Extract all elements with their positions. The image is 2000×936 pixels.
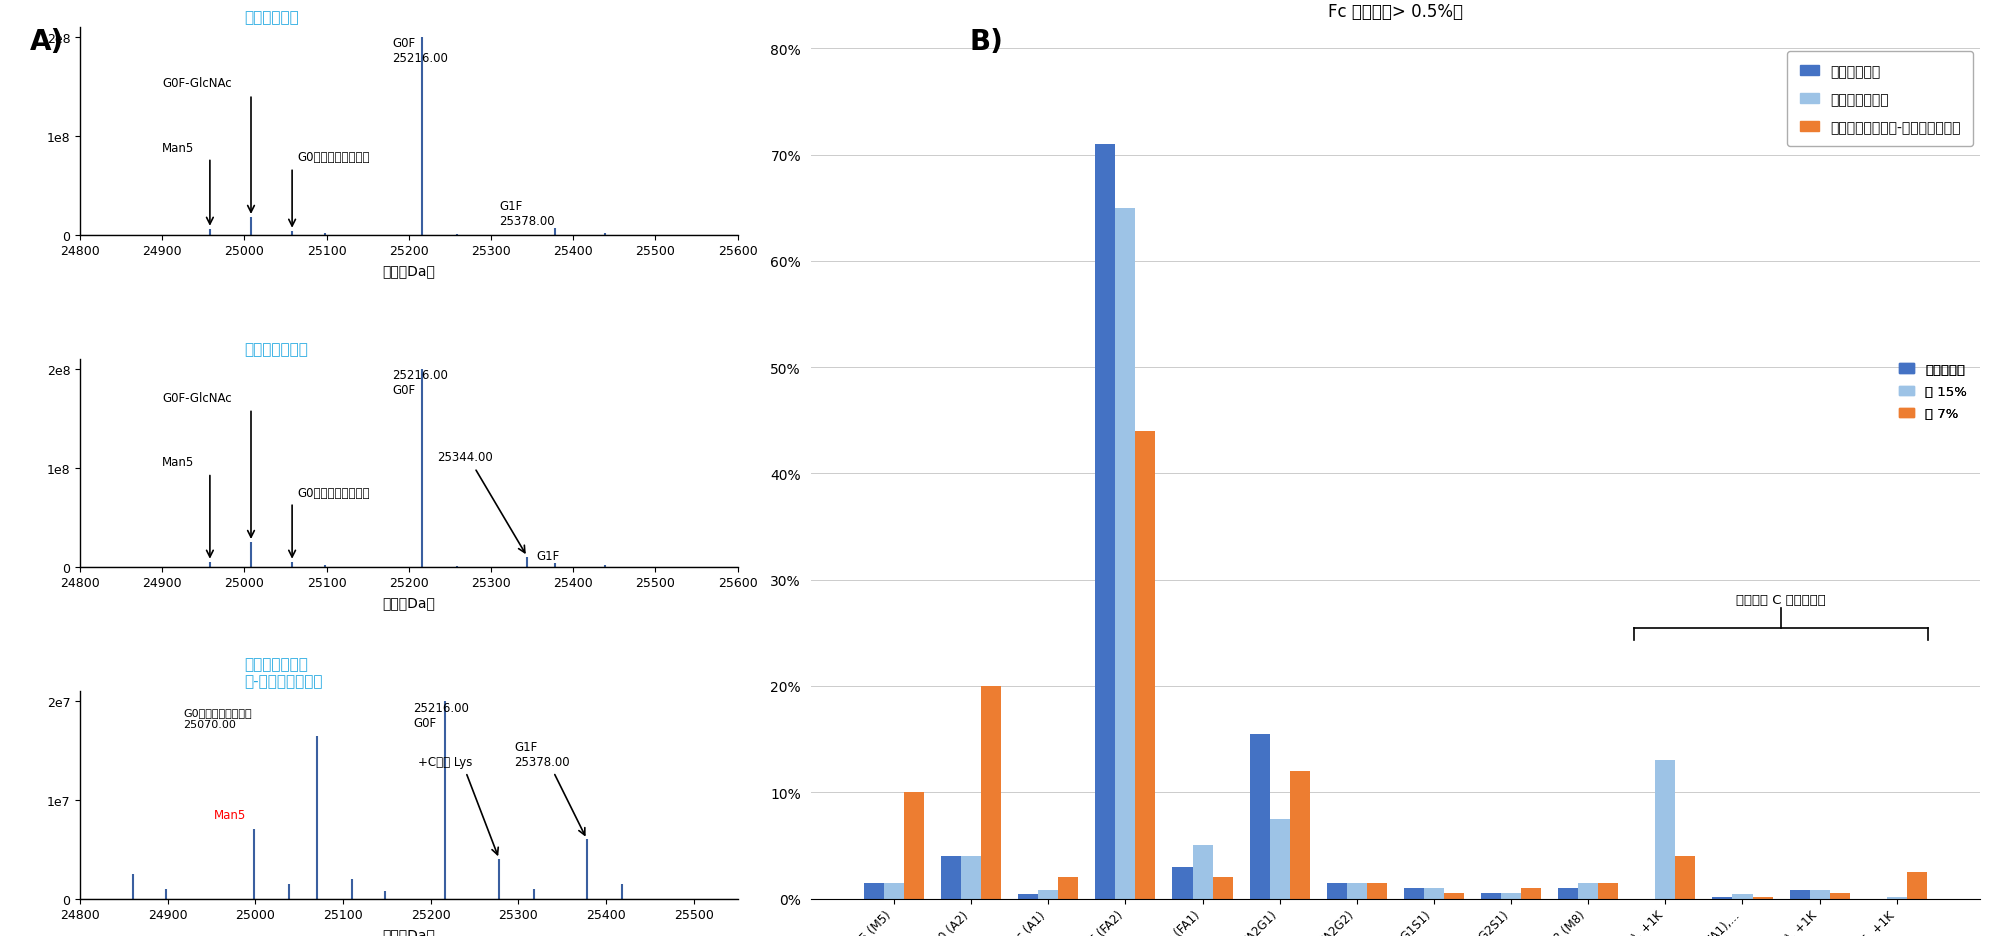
Bar xyxy=(1732,894,1752,899)
Bar xyxy=(962,856,982,899)
Bar xyxy=(1172,867,1192,899)
Bar xyxy=(1366,883,1386,899)
X-axis label: 質量（Da）: 質量（Da） xyxy=(382,595,436,609)
Title: イノベーターとバイオシミラーの比較：
Fc 分子種（> 0.5%）: イノベーターとバイオシミラーの比較： Fc 分子種（> 0.5%） xyxy=(1306,0,1486,21)
Bar xyxy=(1346,883,1366,899)
Text: 未切断の C 末端リジン: 未切断の C 末端リジン xyxy=(1736,593,1826,607)
Text: A): A) xyxy=(30,28,64,56)
Text: G1F
25378.00: G1F 25378.00 xyxy=(514,740,570,768)
Bar xyxy=(1096,145,1116,899)
Bar xyxy=(942,856,962,899)
Text: バイオシミラー
（-コントロール）: バイオシミラー （-コントロール） xyxy=(244,656,322,689)
Bar xyxy=(884,883,904,899)
Bar xyxy=(1810,890,1830,899)
X-axis label: 質量（Da）: 質量（Da） xyxy=(382,264,436,278)
Bar xyxy=(1712,898,1732,899)
Bar xyxy=(1578,883,1598,899)
Bar xyxy=(982,686,1002,899)
Text: G0（アフコシル化）: G0（アフコシル化） xyxy=(298,487,370,500)
Text: G0（アフコシル化）
25070.00: G0（アフコシル化） 25070.00 xyxy=(184,708,252,729)
Bar xyxy=(1886,898,1906,899)
Bar xyxy=(1752,898,1772,899)
Bar xyxy=(1656,761,1676,899)
Bar xyxy=(1676,856,1696,899)
Bar xyxy=(1212,877,1232,899)
Bar xyxy=(1790,890,1810,899)
Bar xyxy=(1444,893,1464,899)
Text: Man5: Man5 xyxy=(162,455,194,468)
Bar xyxy=(1598,883,1618,899)
Bar xyxy=(864,883,884,899)
Text: 25216.00
G0F: 25216.00 G0F xyxy=(414,701,470,729)
Bar xyxy=(1136,431,1156,899)
Bar xyxy=(1906,872,1926,899)
Text: G0F-GlcNAc: G0F-GlcNAc xyxy=(162,78,232,90)
Text: バイオシミラー: バイオシミラー xyxy=(244,343,308,358)
Text: 25216.00
G0F: 25216.00 G0F xyxy=(392,368,448,396)
Text: G0（アフコシル化）: G0（アフコシル化） xyxy=(298,152,370,165)
Bar xyxy=(1250,734,1270,899)
Bar xyxy=(904,793,924,899)
Bar xyxy=(1290,771,1310,899)
X-axis label: 質量（Da）: 質量（Da） xyxy=(382,927,436,936)
Text: Man5: Man5 xyxy=(214,809,246,822)
Bar xyxy=(1038,890,1058,899)
Bar xyxy=(1270,819,1290,899)
Bar xyxy=(1018,894,1038,899)
Bar xyxy=(1116,209,1136,899)
Bar xyxy=(1502,893,1522,899)
Text: G1F: G1F xyxy=(536,549,560,563)
Bar xyxy=(1404,888,1424,899)
Text: +C末端 Lys: +C末端 Lys xyxy=(418,755,472,768)
Bar xyxy=(1522,888,1542,899)
Bar xyxy=(1192,845,1212,899)
Text: G1F
25378.00: G1F 25378.00 xyxy=(500,200,554,228)
Bar xyxy=(1830,893,1850,899)
Text: B): B) xyxy=(970,28,1004,56)
Bar xyxy=(1326,883,1346,899)
Bar xyxy=(1424,888,1444,899)
Text: イノベーター: イノベーター xyxy=(244,10,300,25)
Text: G0F
25216.00: G0F 25216.00 xyxy=(392,37,448,65)
Text: Man5: Man5 xyxy=(162,141,194,154)
Bar xyxy=(1482,893,1502,899)
Legend: 検出されず, 計 15%, 計 7%: 検出されず, 計 15%, 計 7% xyxy=(1892,357,1974,428)
Text: 25344.00: 25344.00 xyxy=(438,450,494,463)
Bar xyxy=(1058,877,1078,899)
Text: G0F-GlcNAc: G0F-GlcNAc xyxy=(162,391,232,404)
Bar xyxy=(1558,888,1578,899)
